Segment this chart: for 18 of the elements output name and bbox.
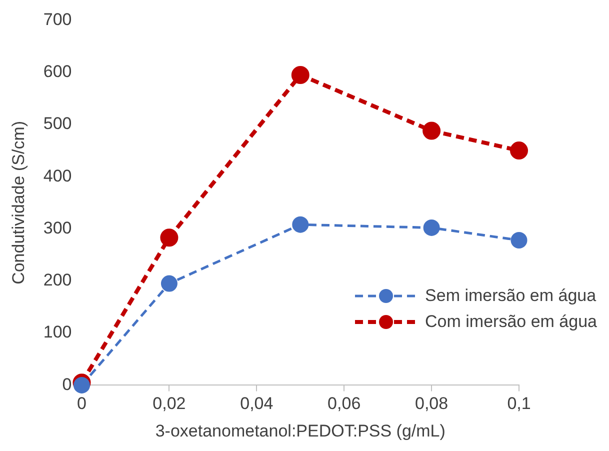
x-tick-label: 0,02 (152, 394, 186, 414)
legend-label: Sem imersão em água (425, 286, 596, 306)
x-tick-label: 0,1 (507, 394, 531, 414)
y-tick-label: 500 (43, 114, 72, 134)
x-tick-label: 0,08 (415, 394, 448, 414)
x-axis-title: 3-oxetanometanol:PEDOT:PSS (g/mL) (155, 421, 446, 440)
y-tick-label: 0 (62, 374, 72, 394)
y-tick-label: 600 (43, 62, 72, 82)
x-tick-label: 0,06 (328, 394, 361, 414)
y-tick-label: 200 (43, 270, 72, 290)
x-tick-label: 0 (77, 394, 86, 414)
y-tick-label: 100 (43, 322, 72, 342)
y-tick-label: 700 (43, 10, 72, 29)
legend-label: Com imersão em água (425, 312, 597, 332)
y-axis-title: Condutividade (S/cm) (8, 120, 28, 284)
y-tick-label: 400 (43, 166, 72, 186)
x-tick-label: 0,04 (240, 394, 274, 414)
y-tick-label: 300 (43, 218, 72, 238)
